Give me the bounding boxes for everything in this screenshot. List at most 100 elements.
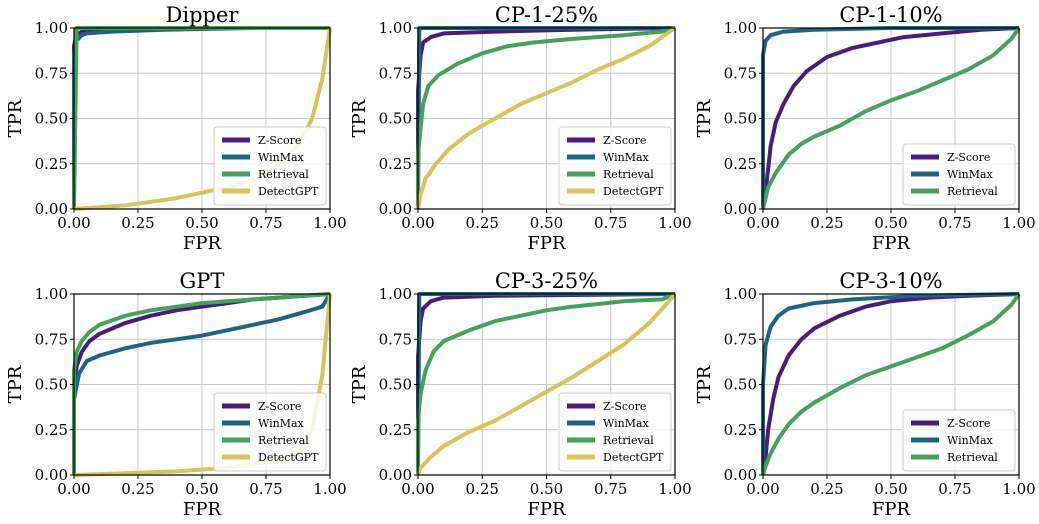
x-axis-label: FPR — [872, 233, 911, 254]
legend: Z-Score WinMax Retrieval DetectGPT — [558, 126, 672, 206]
y-tick-label: 0.25 — [724, 155, 757, 173]
x-tick-label: 0.75 — [594, 214, 627, 232]
series-line-retrieval — [416, 292, 676, 475]
x-tick-label: 0.00 — [401, 480, 434, 498]
y-axis-label: TPR — [349, 99, 370, 137]
legend-label-retrieval: Retrieval — [947, 451, 998, 464]
y-tick-label: 0.00 — [379, 200, 412, 218]
series-line-winmax — [72, 292, 332, 475]
x-tick-label: 1.00 — [313, 214, 346, 232]
x-tick-label: 0.25 — [121, 214, 154, 232]
y-tick-label: 0.00 — [379, 466, 412, 484]
y-tick-label: 1.00 — [724, 285, 757, 303]
chart-title: GPT — [180, 269, 225, 293]
x-tick-label: 0.00 — [57, 480, 90, 498]
legend-box — [213, 392, 327, 472]
x-axis-label: FPR — [872, 499, 911, 520]
x-tick-label: 0.50 — [185, 480, 218, 498]
x-tick-label: 1.00 — [658, 214, 691, 232]
legend: Z-Score WinMax Retrieval DetectGPT — [213, 392, 327, 472]
series-line-z-score — [761, 292, 1020, 476]
x-tick-label: 0.25 — [466, 480, 499, 498]
x-tick-label: 0.00 — [746, 480, 779, 498]
series-line-retrieval — [761, 292, 1021, 476]
x-axis-label: FPR — [183, 499, 222, 520]
x-axis-label: FPR — [527, 233, 566, 254]
legend-label-retrieval: Retrieval — [258, 168, 309, 181]
legend-label-retrieval: Retrieval — [258, 434, 309, 447]
series-line-retrieval — [761, 26, 1021, 210]
y-axis-label: TPR — [694, 365, 715, 403]
x-tick-label: 0.25 — [810, 480, 843, 498]
y-tick-label: 0.50 — [379, 376, 412, 394]
x-tick-label: 0.00 — [57, 214, 90, 232]
y-tick-label: 1.00 — [35, 285, 68, 303]
x-tick-label: 1.00 — [1002, 480, 1035, 498]
legend-label-winmax: WinMax — [258, 417, 305, 430]
x-tick-label: 0.75 — [938, 214, 971, 232]
legend-label-detectgpt: DetectGPT — [258, 451, 319, 464]
x-axis-label: FPR — [527, 499, 566, 520]
legend-label-winmax: WinMax — [947, 434, 994, 447]
legend-label-z-score: Z-Score — [947, 151, 990, 164]
y-tick-label: 0.00 — [724, 200, 757, 218]
y-tick-label: 0.25 — [35, 155, 68, 173]
x-tick-label: 0.75 — [594, 480, 627, 498]
legend-label-retrieval: Retrieval — [603, 434, 654, 447]
series-line-retrieval — [416, 26, 676, 209]
x-axis-label: FPR — [183, 233, 222, 254]
x-tick-label: 0.75 — [938, 480, 971, 498]
y-tick-label: 0.75 — [379, 64, 412, 82]
legend-box — [558, 126, 672, 206]
x-tick-label: 0.25 — [810, 214, 843, 232]
legend: Z-Score WinMax Retrieval — [902, 409, 1016, 472]
x-tick-label: 0.50 — [185, 214, 218, 232]
x-tick-label: 0.00 — [401, 214, 434, 232]
legend: Z-Score WinMax Retrieval DetectGPT — [558, 392, 672, 472]
legend: Z-Score WinMax Retrieval DetectGPT — [213, 126, 327, 206]
legend-label-z-score: Z-Score — [258, 400, 301, 413]
chart-title: CP-3-10% — [839, 269, 942, 293]
y-tick-label: 0.25 — [379, 155, 412, 173]
series-line-retrieval — [72, 292, 331, 475]
series-line-detectgpt — [416, 292, 677, 476]
x-tick-label: 0.25 — [466, 214, 499, 232]
y-tick-label: 0.75 — [379, 330, 412, 348]
y-tick-label: 0.25 — [379, 421, 412, 439]
chart-panel-cp-1-25: 0.00 0.25 0.50 0.75 1.00 0.00 0.25 0.50 0.75 1.00… — [349, 3, 692, 254]
legend-label-z-score: Z-Score — [603, 134, 646, 147]
chart-panel-cp-3-10: 0.00 0.25 0.50 0.75 1.00 0.00 0.25 0.50 0.75 1.00… — [694, 269, 1036, 520]
legend-label-z-score: Z-Score — [947, 417, 990, 430]
x-tick-label: 0.50 — [874, 214, 907, 232]
x-tick-label: 0.75 — [249, 214, 282, 232]
legend-label-z-score: Z-Score — [258, 134, 301, 147]
y-tick-label: 0.50 — [35, 376, 68, 394]
legend-label-detectgpt: DetectGPT — [603, 451, 664, 464]
chart-panel-gpt: 0.00 0.25 0.50 0.75 1.00 0.00 0.25 0.50 0.75 1.00… — [5, 269, 347, 520]
y-tick-label: 1.00 — [379, 19, 412, 37]
legend-label-z-score: Z-Score — [603, 400, 646, 413]
y-axis-label: TPR — [349, 365, 370, 403]
legend-label-winmax: WinMax — [603, 151, 650, 164]
legend-box — [558, 392, 672, 472]
y-tick-label: 0.00 — [35, 200, 68, 218]
legend-label-winmax: WinMax — [258, 151, 305, 164]
y-tick-label: 0.75 — [35, 330, 68, 348]
x-tick-label: 1.00 — [313, 480, 346, 498]
y-tick-label: 0.50 — [724, 110, 757, 128]
legend-label-winmax: WinMax — [947, 168, 994, 181]
legend-box — [213, 126, 327, 206]
legend-label-retrieval: Retrieval — [603, 168, 654, 181]
y-tick-label: 0.25 — [724, 421, 757, 439]
y-tick-label: 0.25 — [35, 421, 68, 439]
y-tick-label: 1.00 — [379, 285, 412, 303]
x-tick-label: 1.00 — [658, 480, 691, 498]
chart-title: Dipper — [166, 3, 240, 27]
y-axis-label: TPR — [5, 365, 26, 403]
x-tick-label: 1.00 — [1002, 214, 1035, 232]
y-tick-label: 0.75 — [724, 330, 757, 348]
y-tick-label: 1.00 — [35, 19, 68, 37]
legend-label-detectgpt: DetectGPT — [258, 185, 319, 198]
x-tick-label: 0.00 — [746, 214, 779, 232]
